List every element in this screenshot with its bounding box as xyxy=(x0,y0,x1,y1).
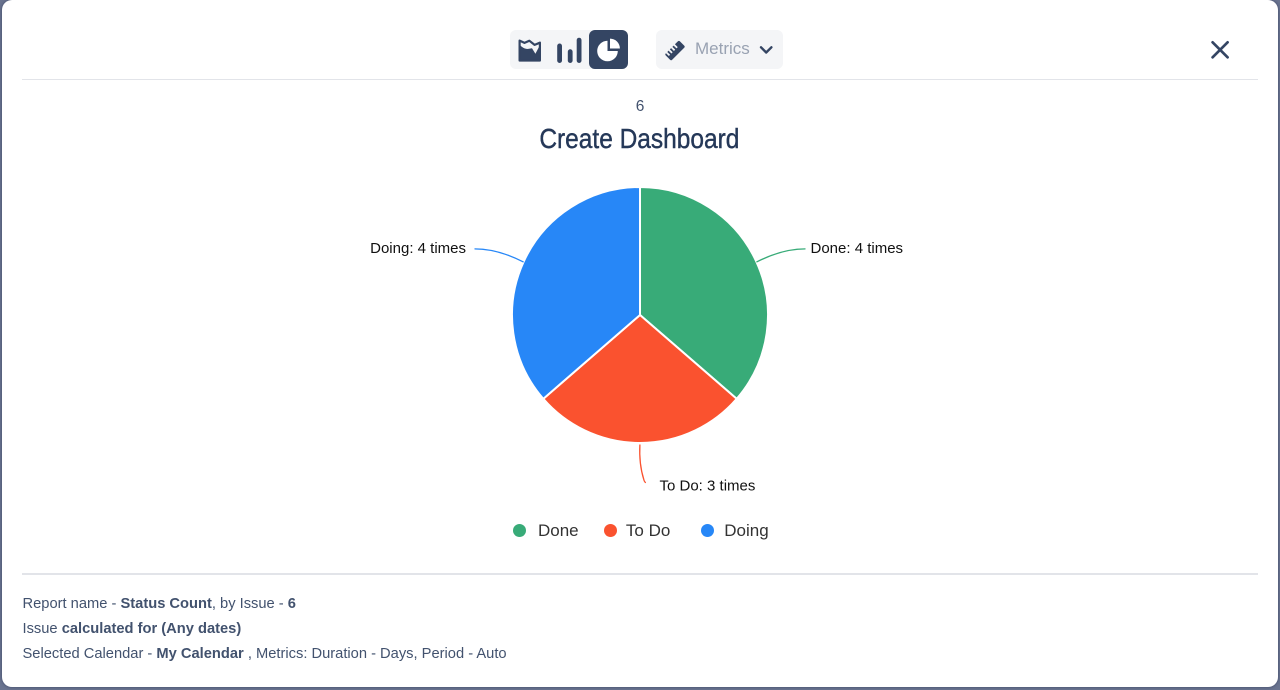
svg-text:Doing: 4 times: Doing: 4 times xyxy=(370,240,466,257)
svg-text:Done: 4 times: Done: 4 times xyxy=(811,240,904,257)
svg-text:To Do: 3 times: To Do: 3 times xyxy=(660,478,756,495)
